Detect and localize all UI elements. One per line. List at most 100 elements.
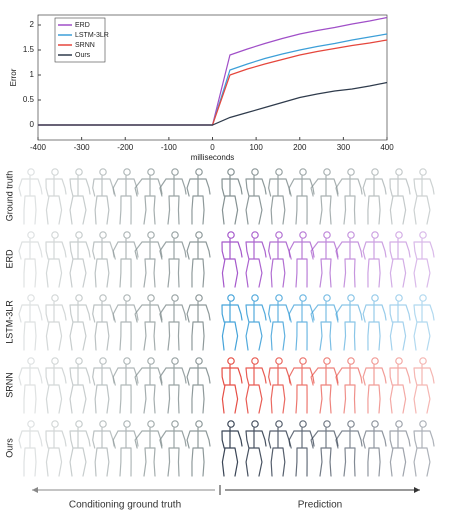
body — [389, 427, 411, 477]
head — [395, 294, 403, 302]
head — [147, 168, 155, 176]
head — [395, 168, 403, 176]
head — [347, 357, 355, 365]
body — [335, 301, 363, 351]
head — [323, 168, 331, 176]
head — [251, 357, 259, 365]
body — [134, 238, 163, 288]
head — [51, 231, 59, 239]
stick-figure — [335, 420, 363, 477]
head — [171, 357, 179, 365]
body — [18, 238, 43, 288]
stick-figure — [92, 231, 115, 288]
stick-figure — [186, 294, 211, 351]
head — [99, 168, 107, 176]
head — [27, 231, 35, 239]
stick-figure — [69, 168, 91, 225]
body — [362, 427, 387, 477]
head — [27, 357, 35, 365]
body — [288, 427, 315, 477]
body — [268, 427, 291, 477]
legend-label: Ours — [75, 52, 91, 59]
body — [362, 364, 387, 414]
x-tick-label: 0 — [210, 143, 215, 152]
head — [371, 294, 379, 302]
stick-figure — [389, 294, 411, 351]
body — [335, 427, 363, 477]
head — [275, 357, 283, 365]
head — [275, 420, 283, 428]
head — [51, 168, 59, 176]
stick-figure — [389, 420, 411, 477]
head — [419, 357, 427, 365]
stick-figure — [310, 420, 339, 477]
body — [18, 175, 43, 225]
stick-figure — [159, 357, 187, 414]
stick-figure — [134, 420, 163, 477]
body — [159, 427, 187, 477]
stick-figure — [288, 420, 315, 477]
body — [69, 175, 91, 225]
series-line — [38, 39, 388, 126]
stick-figure — [245, 420, 267, 477]
body — [245, 427, 267, 477]
stick-figure — [92, 294, 115, 351]
stick-figure — [134, 168, 163, 225]
body — [45, 238, 67, 288]
body — [335, 364, 363, 414]
stick-figure — [335, 294, 363, 351]
body — [389, 175, 411, 225]
head — [299, 294, 307, 302]
arrowhead — [414, 487, 420, 493]
body — [159, 364, 187, 414]
body — [69, 364, 91, 414]
prediction-label: Prediction — [298, 500, 342, 511]
head — [275, 231, 283, 239]
body — [112, 238, 139, 288]
body — [310, 301, 339, 351]
body — [45, 427, 67, 477]
body — [413, 301, 435, 351]
head — [395, 357, 403, 365]
stick-figure — [18, 420, 43, 477]
stick-figure — [288, 357, 315, 414]
body — [18, 364, 43, 414]
stick-figure — [69, 294, 91, 351]
stick-figure — [268, 357, 291, 414]
stick-figure — [18, 168, 43, 225]
head — [227, 294, 235, 302]
stick-figure — [413, 420, 435, 477]
body — [268, 364, 291, 414]
stick-figure — [18, 357, 43, 414]
body — [362, 301, 387, 351]
body — [186, 427, 211, 477]
series-line — [38, 81, 388, 126]
head — [395, 420, 403, 428]
body — [362, 238, 387, 288]
head — [251, 231, 259, 239]
x-tick-label: -300 — [74, 143, 91, 152]
body — [310, 238, 339, 288]
head — [347, 231, 355, 239]
body — [413, 238, 435, 288]
head — [347, 420, 355, 428]
head — [227, 231, 235, 239]
stick-figure — [310, 294, 339, 351]
head — [123, 294, 131, 302]
stick-figure — [112, 357, 139, 414]
head — [251, 294, 259, 302]
body — [288, 301, 315, 351]
head — [147, 420, 155, 428]
body — [268, 301, 291, 351]
body — [69, 238, 91, 288]
stick-figure — [186, 420, 211, 477]
head — [147, 231, 155, 239]
stick-figure — [159, 420, 187, 477]
stick-figure — [221, 231, 243, 288]
arrowhead — [32, 487, 38, 493]
body — [245, 238, 267, 288]
x-tick-label: -200 — [117, 143, 134, 152]
stick-figure — [18, 231, 43, 288]
stick-figure — [362, 231, 387, 288]
